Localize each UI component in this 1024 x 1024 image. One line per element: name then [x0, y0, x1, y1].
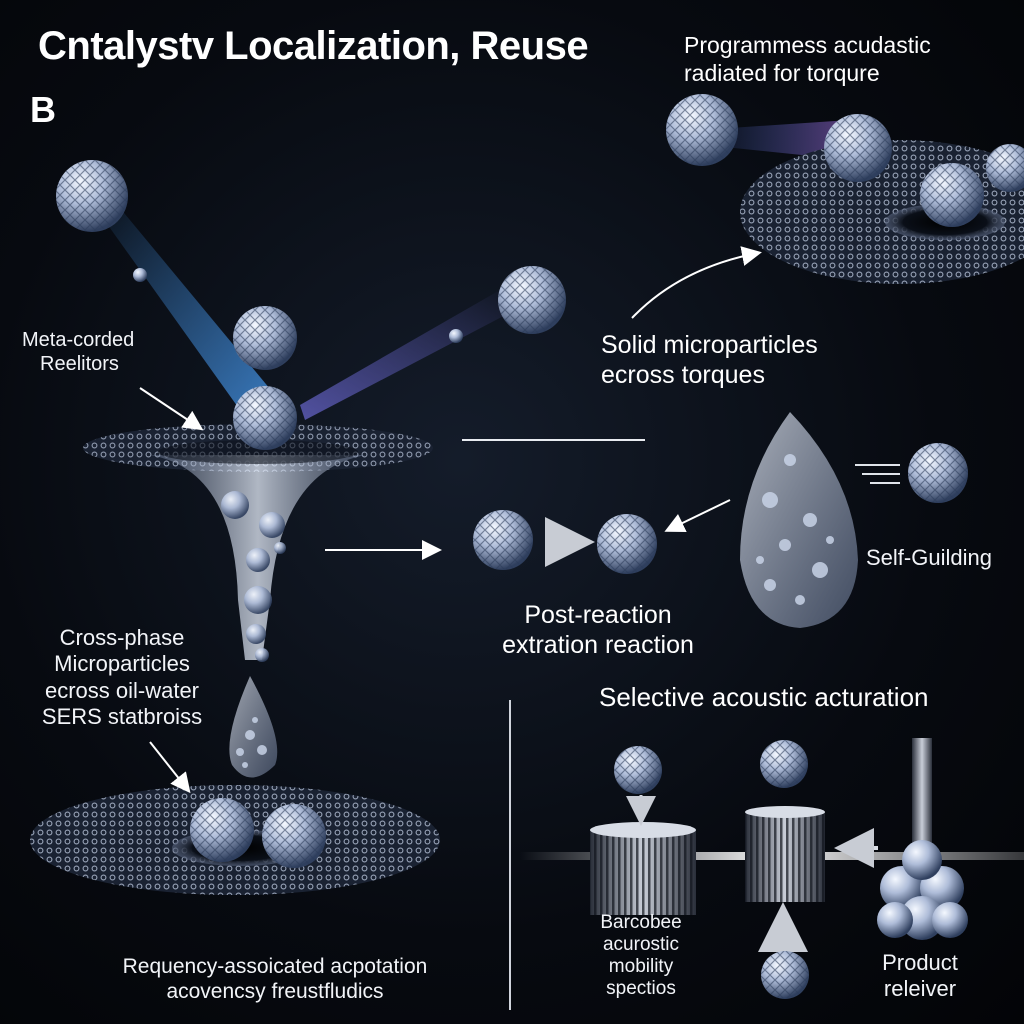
arrow-cross-to-disk — [149, 741, 191, 794]
label-solid-microparticles: Solid microparticles ecross torques — [601, 330, 818, 390]
sphere — [473, 510, 533, 570]
label-bottom-line1: Requency-assoicated acpotation — [122, 955, 428, 978]
label-meta-corded: Meta-corded Reelitors — [22, 328, 134, 376]
label-solid-line1: Solid microparticles — [601, 331, 818, 359]
sphere — [760, 740, 808, 788]
beam-right — [300, 290, 515, 420]
sphere — [56, 160, 128, 232]
label-top-right-line1: Programmess acudastic — [684, 32, 931, 58]
label-post-line2: extration reaction — [502, 631, 694, 659]
panel-letter: B — [30, 89, 56, 130]
barcode-cylinder-left — [590, 822, 696, 915]
spheres-group — [56, 94, 1024, 999]
sphere — [233, 386, 297, 450]
sphere — [133, 268, 147, 282]
sphere — [761, 951, 809, 999]
product-cluster — [877, 840, 968, 940]
self-guiding-droplet — [740, 412, 858, 628]
label-cross-line1: Cross-phase — [59, 625, 185, 650]
sphere — [986, 144, 1024, 192]
motion-lines — [855, 464, 900, 484]
sphere — [824, 114, 892, 182]
label-barcode-line3: mobility — [608, 955, 674, 977]
sphere — [614, 746, 662, 794]
arrow-solid-to-disk — [631, 246, 762, 319]
label-product-line2: releiver — [883, 976, 957, 1002]
sphere — [597, 514, 657, 574]
funnel-bubbles — [221, 491, 286, 662]
label-meta-line2: Reelitors — [40, 353, 119, 375]
label-cross-line4: SERS statbroiss — [41, 704, 203, 730]
label-bottom-caption: Requency-assoicated acpotation acovencsy… — [70, 954, 480, 1004]
label-cross-line2: Microparticles — [54, 651, 190, 677]
label-product-line1: Product — [882, 950, 958, 975]
sphere — [666, 94, 738, 166]
label-post-reaction: Post-reaction extration reaction — [478, 600, 718, 660]
sphere — [908, 443, 968, 503]
label-post-line1: Post-reaction — [524, 601, 672, 629]
label-top-right: Programmess acudastic radiated for torqu… — [684, 32, 931, 87]
label-bottom-line2: acovencsy freustfludics — [166, 980, 384, 1004]
sphere — [449, 329, 463, 343]
sphere — [498, 266, 566, 334]
arrow-meta-to-funnel — [139, 387, 204, 431]
sphere — [920, 163, 984, 227]
label-barcode-line2: acurostic — [602, 933, 680, 955]
label-cross-line3: ecross oil-water — [44, 677, 200, 703]
label-product-releiver: Product releiver — [850, 950, 990, 1003]
sphere — [233, 306, 297, 370]
sphere — [190, 798, 254, 862]
barcode-cylinder-right — [745, 806, 825, 902]
label-barcode-line4: spectios — [606, 977, 676, 999]
label-self-guiding: Self-Guilding — [866, 545, 992, 570]
sphere — [262, 804, 326, 868]
label-barcode: Barcobee acurostic mobility spectios — [566, 912, 716, 999]
label-selective-acoustic: Selective acoustic acturation — [599, 682, 929, 712]
label-barcode-line1: Barcobee — [600, 912, 682, 933]
label-cross-phase: Cross-phase Microparticles ecross oil-wa… — [22, 625, 222, 731]
beam-left — [90, 190, 275, 410]
label-solid-line2: ecross torques — [601, 361, 765, 389]
arrow-droplet-to-sphere — [664, 499, 731, 533]
label-meta-line1: Meta-corded — [22, 329, 135, 351]
label-top-right-line2: radiated for torqure — [684, 59, 880, 86]
droplet-cross-phase — [229, 676, 278, 778]
page-title: Cntalystv Localization, Reuse — [38, 24, 589, 68]
product-releiver-post — [912, 738, 932, 858]
droplet-bubbles — [236, 454, 834, 768]
